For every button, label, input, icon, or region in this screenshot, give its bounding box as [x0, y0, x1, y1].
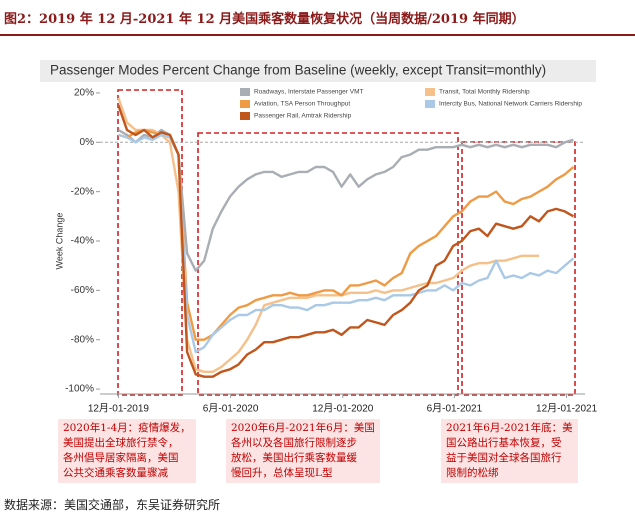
- annotation-line: 国公路出行基本恢复，受: [446, 437, 562, 449]
- annotation-line: 各州以及各国旅行限制逐步: [231, 437, 357, 449]
- annotation-line: 公共交通乘客数量骤减: [63, 467, 168, 479]
- y-tick-label: -40%: [71, 236, 94, 247]
- legend-label: Transit, Total Monthly Ridership: [439, 89, 530, 96]
- x-tick-label: 6月-01-2021: [427, 403, 483, 415]
- legend-label: Roadways, Interstate Passenger VMT: [254, 89, 363, 96]
- annotation-line: 各州倡导居家隔离，美国: [63, 452, 179, 464]
- annotation-line: 2021年6月-2021年底：美: [446, 422, 573, 434]
- y-tick-label: 0%: [80, 137, 95, 148]
- annotation-line: 限制的松绑: [446, 467, 499, 479]
- title-rule: [0, 34, 635, 36]
- x-tick-label: 12月-01-2021: [536, 403, 598, 415]
- series-line: [117, 104, 574, 378]
- annotation-line: 慢回升，总体呈现L型: [231, 467, 333, 479]
- y-tick-label: 20%: [74, 88, 94, 99]
- y-tick-label: -100%: [65, 384, 94, 395]
- highlight-box: [461, 141, 576, 396]
- annotation-line: 放松，美国出行乘客数量缓: [231, 452, 357, 464]
- source-note: 数据来源：美国交通部，东吴证券研究所: [4, 498, 221, 512]
- annotation-box: 2021年6月-2021年底：美 国公路出行基本恢复，受 益于美国对全球各国旅行 限制…: [441, 419, 578, 483]
- annotation-box: 2020年6月-2021年6月：美国 各州以及各国旅行限制逐步 放松，美国出行乘客数…: [226, 419, 380, 483]
- series-line: [118, 133, 575, 354]
- annotation-box: 2020年1-4月：疫情爆发， 美国提出全球旅行禁令， 各州倡导居家隔离，美国 公共交…: [58, 419, 196, 483]
- figure-title: 图2：2019 年 12 月-2021 年 12 月美国乘客数量恢复状况（当周数…: [4, 12, 525, 27]
- y-axis-label: Week Change: [54, 213, 64, 270]
- legend-label: Aviation, TSA Person Throughput: [254, 101, 350, 108]
- x-tick-label: 6月-01-2020: [203, 403, 259, 415]
- legend-swatch: [240, 112, 250, 120]
- x-tick-label: 12月-01-2019: [88, 403, 150, 415]
- annotation-line: 益于美国对全球各国旅行: [446, 452, 562, 464]
- series-line: [117, 128, 574, 272]
- y-tick-label: -60%: [71, 285, 94, 296]
- y-tick-label: -20%: [71, 186, 94, 197]
- chart-title-band: [40, 60, 596, 82]
- legend-label: Passenger Rail, Amtrak Ridership: [254, 113, 352, 120]
- annotation-line: 2020年1-4月：疫情爆发，: [63, 422, 191, 434]
- highlight-box: [197, 132, 459, 396]
- annotation-line: 美国提出全球旅行禁令，: [63, 437, 179, 449]
- x-tick-label: 12月-01-2020: [312, 403, 374, 415]
- legend-swatch: [425, 88, 435, 96]
- legend-swatch: [240, 88, 250, 96]
- legend-label: Intercity Bus, National Network Carriers…: [439, 101, 582, 108]
- chart-title: Passenger Modes Percent Change from Base…: [50, 63, 546, 78]
- series-line: [117, 97, 539, 373]
- annotation-line: 2020年6月-2021年6月：美国: [231, 422, 375, 434]
- legend-swatch: [425, 100, 435, 108]
- series-line: [118, 128, 575, 341]
- y-tick-label: -80%: [71, 334, 94, 345]
- legend-swatch: [240, 100, 250, 108]
